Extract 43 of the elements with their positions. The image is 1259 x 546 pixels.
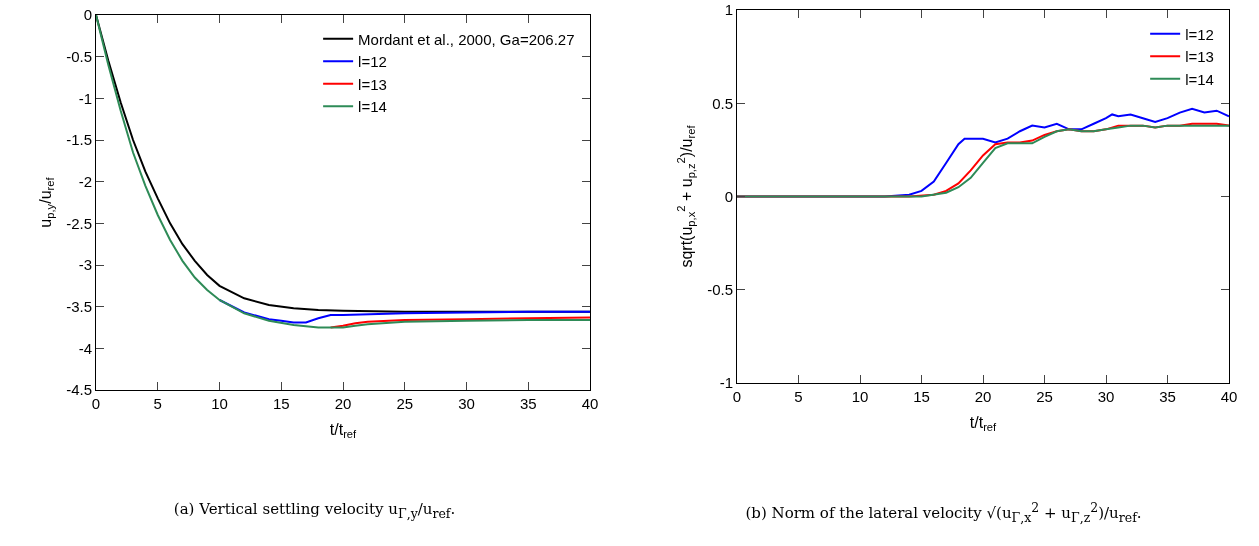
x-tick-label: 25	[1036, 388, 1053, 405]
y-tick-label: -4	[78, 339, 92, 357]
y-tick-label: -1	[78, 89, 92, 107]
x-tick-label: 35	[519, 395, 537, 412]
x-tick-label: 40	[1220, 388, 1238, 405]
y-tick-label: -3.5	[66, 297, 92, 315]
x-tick-label: 35	[1159, 388, 1176, 405]
legend-label: l=14	[1185, 70, 1214, 88]
line-series	[329, 316, 590, 329]
y-tick-label: -2	[78, 172, 92, 190]
text: (b) Norm of the lateral velocity √(u$_{Γ,x}$$^{2}$ + u$_{Γ,z}$$^{2}$)/u$_{ref}$.	[745, 500, 1142, 525]
legend-label: l=12	[358, 53, 387, 71]
y-tick-label: -4.5	[66, 381, 92, 399]
x-tick-label: 25	[396, 395, 414, 412]
y-tick-label: -0.5	[66, 47, 92, 65]
legend-label: l=14	[358, 98, 387, 116]
x-tick-label: 30	[458, 395, 475, 412]
x-tick-label: 5	[794, 388, 803, 405]
legend-label: l=13	[1185, 48, 1214, 66]
legend-label: Mordant et al., 2000, Ga=206.27	[358, 30, 575, 48]
x-tick-label: 10	[851, 388, 869, 405]
legend-label: l=13	[358, 75, 387, 93]
legend-label: l=12	[1185, 25, 1214, 43]
x-tick-label: 5	[153, 395, 162, 412]
x-axis-title: t/t$_{ref}$	[329, 420, 358, 441]
y-tick-label: 1	[724, 1, 733, 19]
y-tick-label: 0	[724, 187, 733, 205]
y-tick-label: 0.5	[712, 94, 733, 112]
x-tick-label: 30	[1097, 388, 1115, 405]
x-tick-label: 15	[913, 388, 930, 405]
x-tick-label: 10	[211, 395, 228, 412]
x-tick-label: 20	[334, 395, 352, 412]
y-tick-label: 0	[83, 6, 92, 24]
y-tick-label: -3	[78, 256, 92, 274]
x-tick-label: 40	[581, 395, 599, 412]
y-tick-label: -2.5	[66, 214, 92, 232]
y-tick-label: -1.5	[66, 131, 92, 149]
x-tick-label: 15	[272, 395, 290, 412]
x-tick-label: 20	[974, 388, 992, 405]
text: (a) Vertical settling velocity u$_{Γ,y}$/u$_{ref}$.	[172, 500, 457, 521]
y-tick-label: -1	[719, 374, 733, 392]
x-axis-title: t/t$_{ref}$	[969, 413, 998, 434]
y-tick-label: -0.5	[707, 281, 733, 298]
